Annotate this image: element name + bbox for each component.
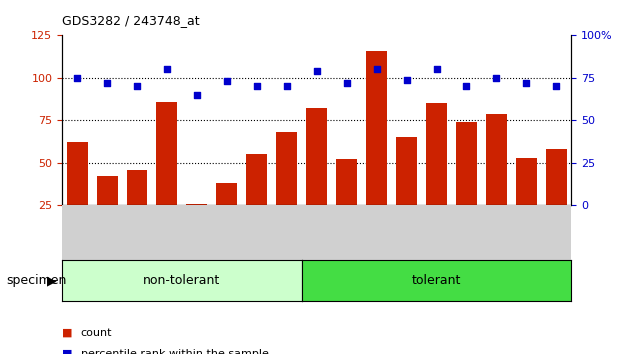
Point xyxy=(312,68,322,74)
Bar xyxy=(96,176,117,205)
Point xyxy=(102,80,112,86)
Bar xyxy=(546,149,567,205)
Bar xyxy=(247,154,267,205)
Bar xyxy=(127,170,147,205)
Bar xyxy=(216,183,237,205)
Point xyxy=(522,80,532,86)
Bar xyxy=(426,103,447,205)
Point xyxy=(491,75,501,81)
Text: percentile rank within the sample: percentile rank within the sample xyxy=(81,349,269,354)
Bar xyxy=(156,102,178,205)
Text: ▶: ▶ xyxy=(47,274,56,287)
Bar xyxy=(186,204,207,205)
Bar xyxy=(456,122,477,205)
Bar xyxy=(396,137,417,205)
Bar xyxy=(486,114,507,205)
Point xyxy=(432,67,442,72)
Bar xyxy=(516,158,537,205)
Point xyxy=(192,92,202,98)
Point xyxy=(402,77,412,82)
Point xyxy=(72,75,82,81)
Bar xyxy=(276,132,297,205)
Point xyxy=(162,67,172,72)
Text: non-tolerant: non-tolerant xyxy=(143,274,220,287)
Point xyxy=(551,84,561,89)
Bar xyxy=(306,108,327,205)
Bar xyxy=(336,159,357,205)
Text: tolerant: tolerant xyxy=(412,274,461,287)
Point xyxy=(461,84,471,89)
Point xyxy=(282,84,292,89)
Point xyxy=(252,84,262,89)
Point xyxy=(342,80,351,86)
Bar xyxy=(366,51,387,205)
Point xyxy=(132,84,142,89)
Text: ■: ■ xyxy=(62,328,73,338)
Text: specimen: specimen xyxy=(6,274,66,287)
Text: count: count xyxy=(81,328,112,338)
Text: ■: ■ xyxy=(62,349,73,354)
Point xyxy=(371,67,381,72)
Text: GDS3282 / 243748_at: GDS3282 / 243748_at xyxy=(62,14,200,27)
Bar xyxy=(66,142,88,205)
Point xyxy=(222,79,232,84)
